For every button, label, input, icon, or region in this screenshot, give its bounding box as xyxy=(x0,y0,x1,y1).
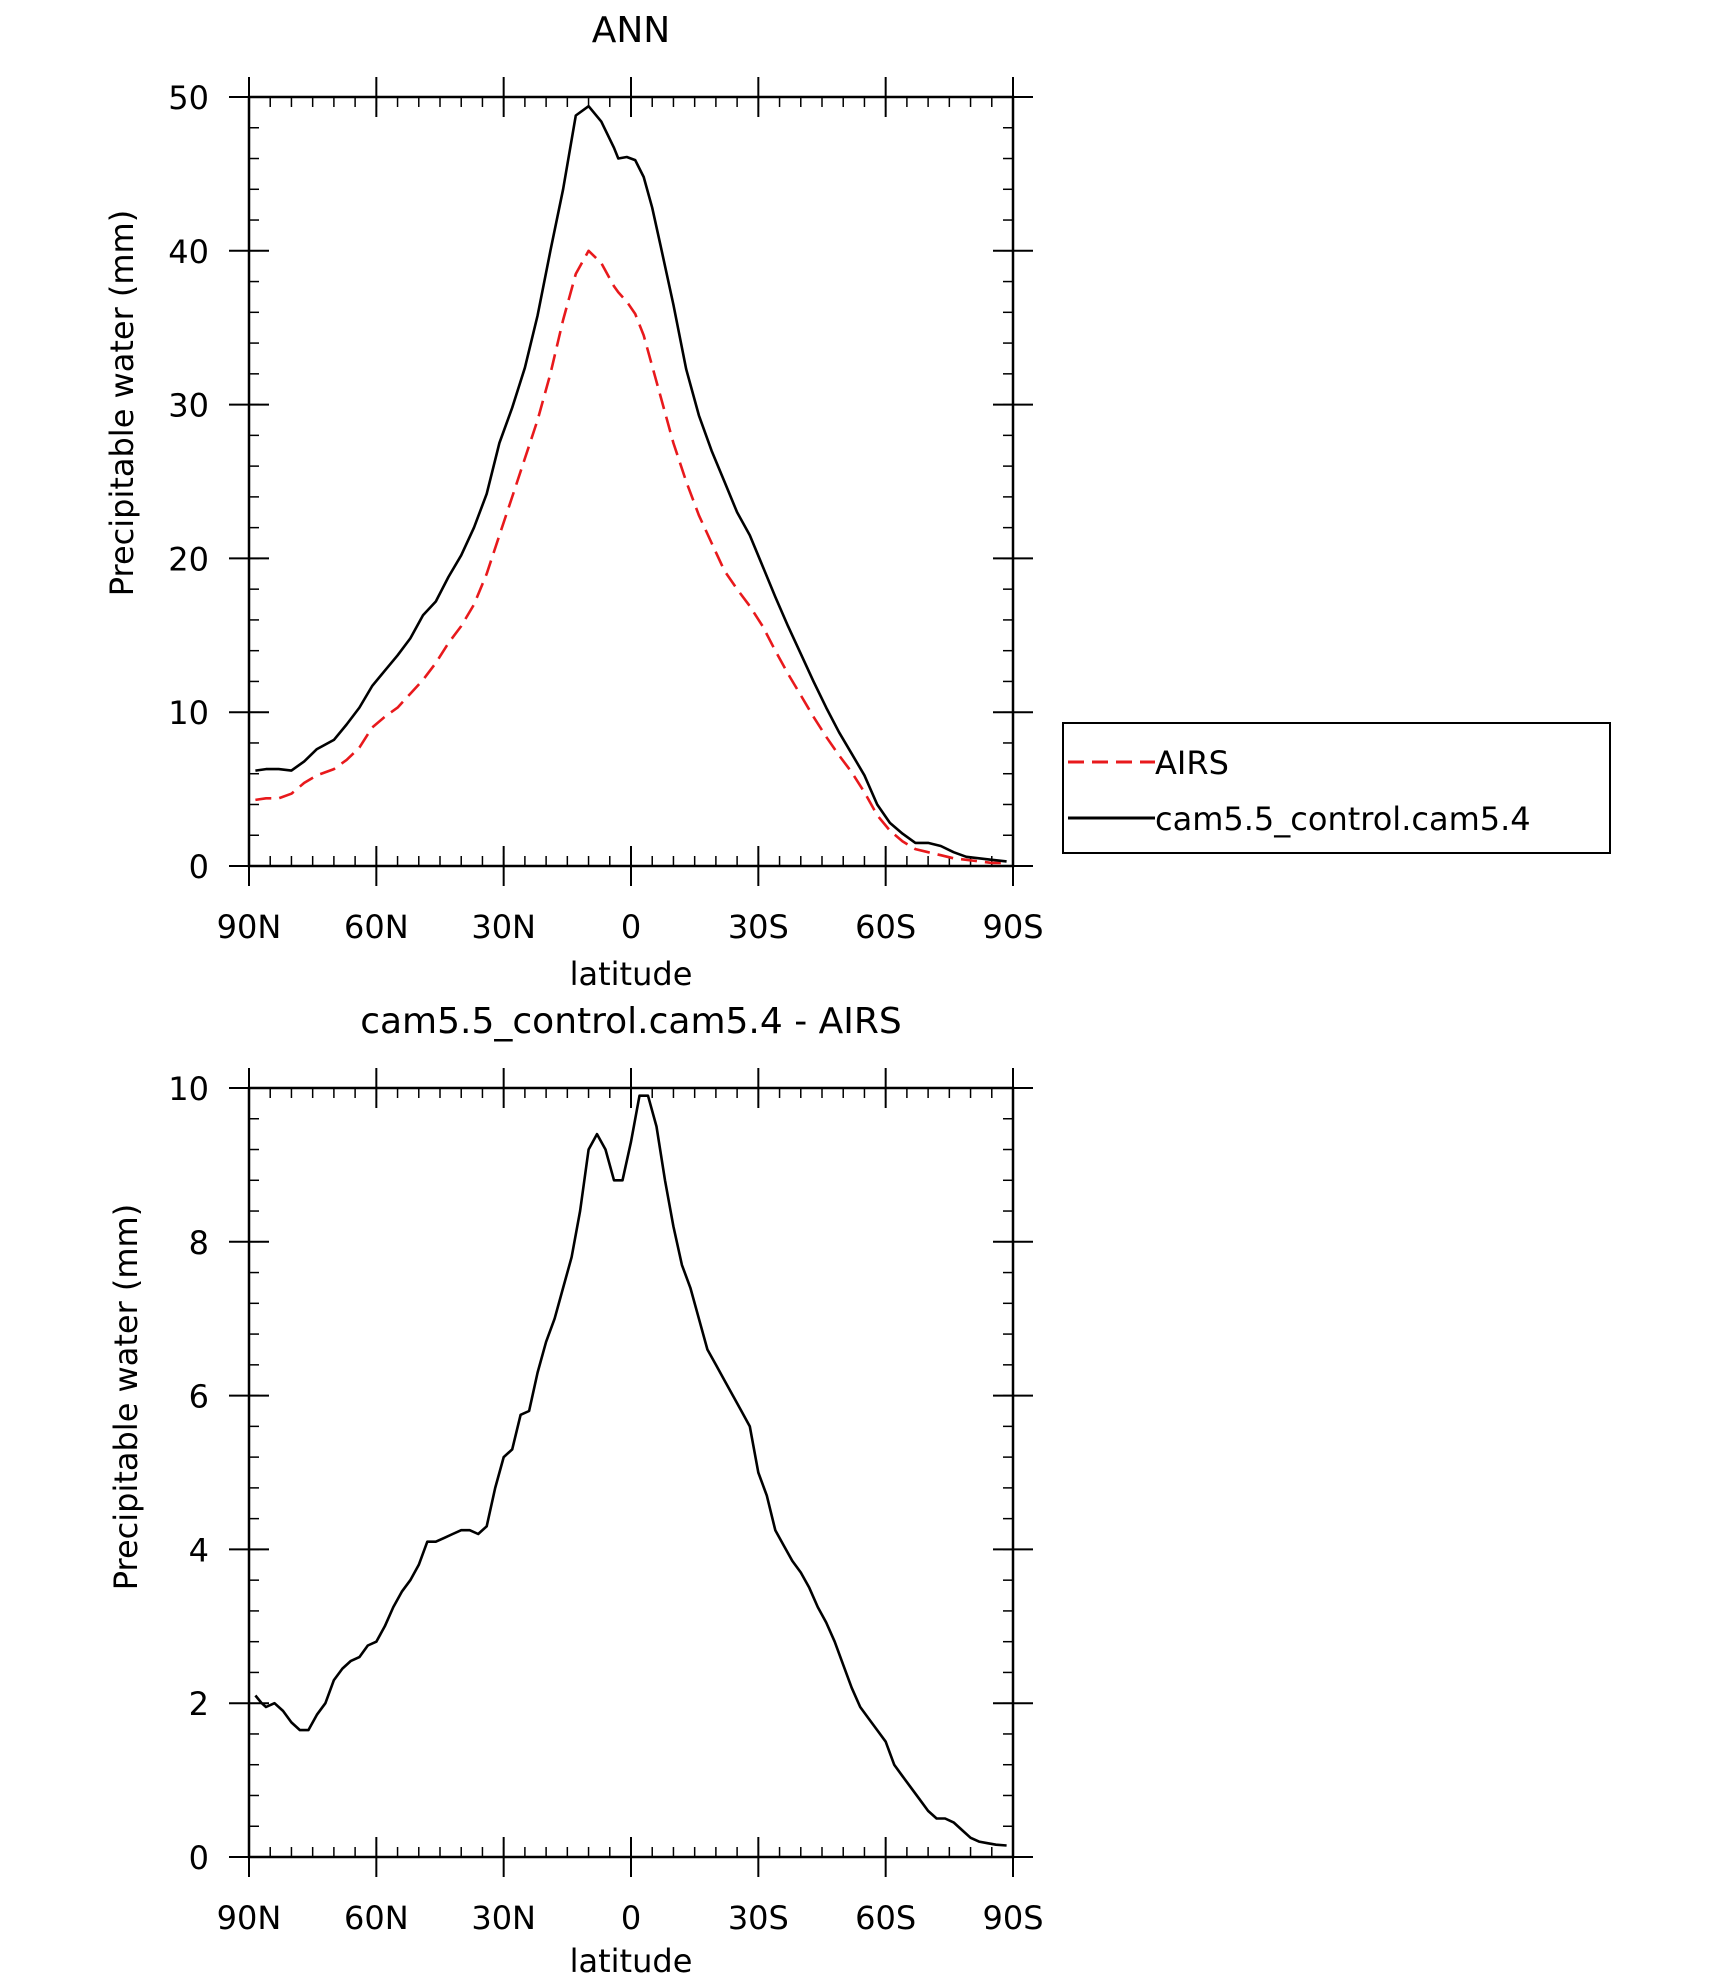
x-tick-label: 90S xyxy=(982,908,1043,946)
y-axis-label: Precipitable water (mm) xyxy=(103,210,141,596)
y-tick-label: 10 xyxy=(168,1070,209,1108)
legend: AIRS cam5.5_control.cam5.4 xyxy=(1062,722,1611,854)
y-tick-label: 40 xyxy=(168,233,209,271)
x-tick-label: 60N xyxy=(344,1899,409,1937)
series-group xyxy=(254,1094,1007,1847)
y-tick-label: 6 xyxy=(189,1378,209,1416)
x-tick-label: 90N xyxy=(217,1899,282,1937)
x-tick-label: 60S xyxy=(855,1899,916,1937)
x-axis-label: latitude xyxy=(570,1942,693,1977)
legend-label-cam: cam5.5_control.cam5.4 xyxy=(1155,800,1531,838)
y-tick-label: 2 xyxy=(189,1685,209,1723)
x-tick-label: 0 xyxy=(621,908,641,946)
x-tick-label: 90S xyxy=(982,1899,1043,1937)
legend-box xyxy=(1062,722,1611,854)
x-tick-label: 30S xyxy=(728,908,789,946)
y-tick-label: 30 xyxy=(168,387,209,425)
x-axis-label: latitude xyxy=(570,955,693,993)
x-tick-label: 60N xyxy=(344,908,409,946)
plot-frame xyxy=(247,1086,1015,1859)
chart-title: ANN xyxy=(592,10,671,51)
y-tick-label: 20 xyxy=(168,540,209,578)
y-tick-label: 4 xyxy=(189,1531,209,1569)
series-line-cam5-5-control-cam5-4-airs xyxy=(254,1094,1007,1847)
x-tick-label: 90N xyxy=(217,908,282,946)
y-tick-label: 10 xyxy=(168,694,209,732)
series-group xyxy=(255,104,1007,865)
y-tick-labels: 0 10 20 30 40 50 xyxy=(168,79,209,886)
x-tick-label: 30N xyxy=(471,908,536,946)
legend-label-airs: AIRS xyxy=(1155,744,1229,782)
y-tick-labels: 0 2 4 6 8 10 xyxy=(168,1070,209,1877)
series-line-cam5-5-control-cam5-4 xyxy=(255,104,1007,863)
panel-ann: ANN Precipitable water (mm) latitude 0 10… xyxy=(103,10,1611,993)
x-tick-labels: 90N 60N 30N 0 30S 60S 90S xyxy=(217,1899,1044,1937)
y-axis-label: Precipitable water (mm) xyxy=(107,1204,145,1590)
y-tick-label: 50 xyxy=(168,79,209,117)
x-tick-label: 30N xyxy=(471,1899,536,1937)
plot-frame xyxy=(247,95,1015,868)
y-tick-label: 0 xyxy=(189,848,209,886)
x-tick-label: 30S xyxy=(728,1899,789,1937)
x-tick-label: 0 xyxy=(621,1899,641,1937)
series-line-airs xyxy=(255,249,1007,865)
x-tick-labels: 90N 60N 30N 0 30S 60S 90S xyxy=(217,908,1044,946)
panel-difference: cam5.5_control.cam5.4 - AIRS Precipitabl… xyxy=(107,1001,1044,1977)
chart-title: cam5.5_control.cam5.4 - AIRS xyxy=(360,1001,902,1042)
y-tick-label: 8 xyxy=(189,1224,209,1262)
x-tick-label: 60S xyxy=(855,908,916,946)
y-tick-label: 0 xyxy=(189,1839,209,1877)
